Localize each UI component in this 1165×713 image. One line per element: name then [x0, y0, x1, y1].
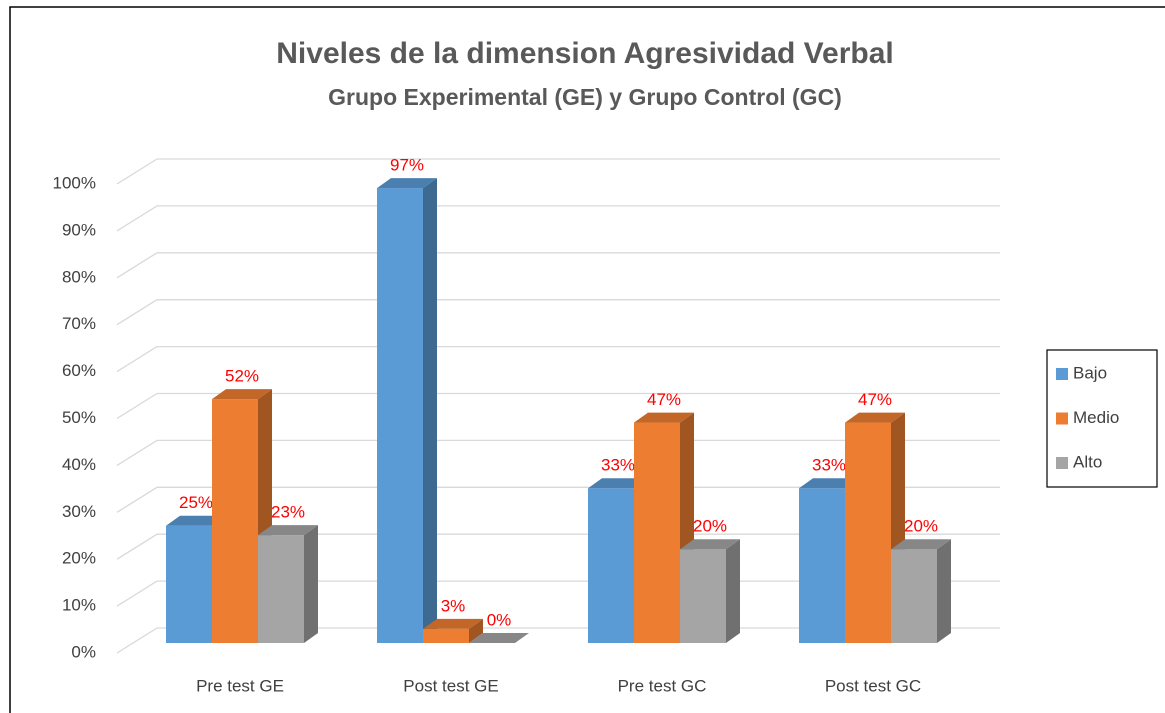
value-label: 33% — [812, 456, 846, 475]
bar-top — [469, 633, 529, 643]
y-tick-label: 50% — [62, 408, 96, 427]
bar — [258, 535, 304, 643]
value-label: 0% — [487, 610, 512, 629]
y-tick-label: 80% — [62, 267, 96, 286]
grid-line-side — [116, 533, 158, 560]
value-label: 33% — [601, 456, 635, 475]
bar-top — [680, 539, 740, 550]
grid-line-side — [116, 392, 158, 420]
chart-border — [9, 6, 1165, 713]
grid-line-side — [116, 627, 158, 654]
chart-title: Niveles de la dimension Agresividad Verb… — [276, 37, 893, 70]
value-label: 3% — [441, 596, 466, 615]
legend-swatch — [1056, 457, 1068, 469]
bar-top — [423, 618, 483, 629]
x-tick-label: Post test GC — [825, 676, 921, 695]
y-tick-label: 0% — [71, 642, 96, 661]
bar-top — [377, 178, 437, 189]
grid-line-side — [116, 346, 158, 373]
y-tick-label: 30% — [62, 502, 96, 521]
bar — [212, 399, 258, 643]
grid-line-side — [116, 205, 158, 232]
y-tick-label: 100% — [53, 173, 96, 192]
bar-top — [799, 478, 859, 489]
value-label: 52% — [225, 367, 259, 386]
bar-side — [304, 525, 318, 643]
value-label: 20% — [693, 517, 727, 536]
grid-line-side — [116, 158, 158, 185]
bar — [588, 488, 634, 643]
bar-side — [469, 618, 483, 643]
x-tick-label: Pre test GE — [196, 676, 284, 695]
y-tick-label: 10% — [62, 596, 96, 615]
bar — [891, 549, 937, 643]
bar-side — [423, 178, 437, 643]
grid-line-side — [116, 252, 158, 279]
bar-top — [634, 412, 694, 423]
bar-top — [212, 389, 272, 400]
value-label: 23% — [271, 503, 305, 522]
grid-line-side — [116, 299, 158, 326]
value-label: 97% — [390, 156, 424, 175]
y-tick-label: 70% — [62, 314, 96, 333]
bar-top — [588, 478, 648, 489]
bar-top — [891, 539, 951, 550]
legend-swatch — [1056, 412, 1068, 425]
y-tick-label: 60% — [62, 361, 96, 380]
chart-subtitle: Grupo Experimental (GE) y Grupo Control … — [328, 84, 842, 110]
value-label: 47% — [858, 390, 892, 409]
bar-top — [258, 525, 318, 536]
grid-line-side — [116, 486, 158, 513]
bar — [423, 628, 469, 643]
legend-swatch — [1056, 368, 1068, 380]
value-label: 20% — [904, 517, 938, 536]
y-tick-label: 20% — [62, 549, 96, 568]
value-label: 47% — [647, 390, 681, 409]
x-tick-label: Post test GE — [403, 676, 498, 695]
bar-side — [937, 539, 951, 643]
bar-side — [726, 539, 740, 643]
legend-label: Bajo — [1073, 363, 1107, 382]
grid-line-side — [116, 580, 158, 607]
bar — [845, 422, 891, 643]
y-tick-label: 90% — [62, 220, 96, 239]
bar — [377, 188, 423, 643]
grid-line-side — [116, 439, 158, 466]
bar — [799, 488, 845, 643]
bar — [166, 525, 212, 643]
legend-label: Alto — [1073, 452, 1102, 471]
y-tick-label: 40% — [62, 455, 96, 474]
bar-top — [845, 412, 905, 423]
bar — [634, 422, 680, 643]
x-tick-label: Pre test GC — [618, 676, 707, 695]
bar-top — [166, 515, 226, 526]
legend-label: Medio — [1073, 408, 1119, 427]
value-label: 25% — [179, 493, 213, 512]
bar — [680, 549, 726, 643]
